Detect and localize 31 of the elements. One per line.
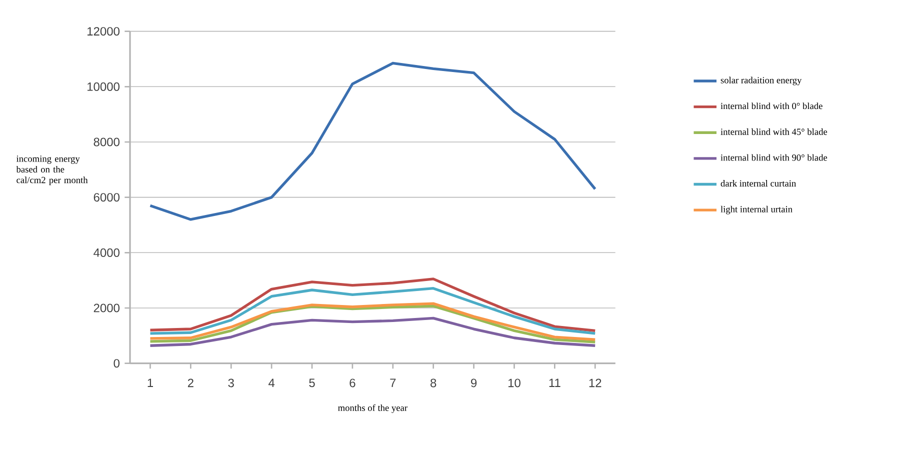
- x-tick-label: 8: [430, 378, 436, 388]
- legend-label: internal blind with 90° blade: [720, 154, 828, 161]
- x-tick-label: 1: [148, 378, 153, 387]
- line-series: [148, 316, 596, 347]
- x-tick-label: 3: [228, 378, 234, 388]
- x-tick-label: 2: [188, 378, 194, 388]
- x-tick-label: 12: [589, 378, 602, 388]
- y-axis-title: incoming energy based on the cal/cm2 per month: [16, 156, 88, 186]
- line-series: [148, 287, 596, 335]
- legend-label: dark internal curtain: [720, 180, 796, 187]
- x-tick-label: 10: [508, 378, 520, 388]
- legend-label: internal blind with 45° blade: [720, 128, 828, 135]
- y-tick-label: 6000: [94, 193, 120, 202]
- legend-label: light internal urtain: [720, 206, 792, 214]
- legend-label: internal blind with 0° blade: [720, 102, 822, 110]
- x-tick-label: 9: [471, 378, 477, 388]
- y-tick-label: 0: [114, 359, 120, 368]
- y-tick-label: 2000: [94, 304, 120, 312]
- y-tick-label: 10000: [88, 82, 120, 91]
- y-tick-label: 12000: [88, 27, 120, 36]
- x-tick-label: 4: [268, 378, 275, 387]
- x-tick-label: 5: [309, 378, 315, 388]
- y-tick-label: 4000: [94, 248, 120, 257]
- y-tick-label: 8000: [94, 138, 120, 146]
- x-tick-label: 7: [390, 378, 396, 387]
- x-tick-label: 6: [350, 378, 356, 388]
- line-series: [148, 62, 596, 221]
- legend-label: solar radaition energy: [720, 76, 802, 86]
- line-series: [148, 278, 596, 332]
- x-tick-label: 11: [549, 378, 560, 387]
- x-axis-title: months of the year: [338, 404, 408, 413]
